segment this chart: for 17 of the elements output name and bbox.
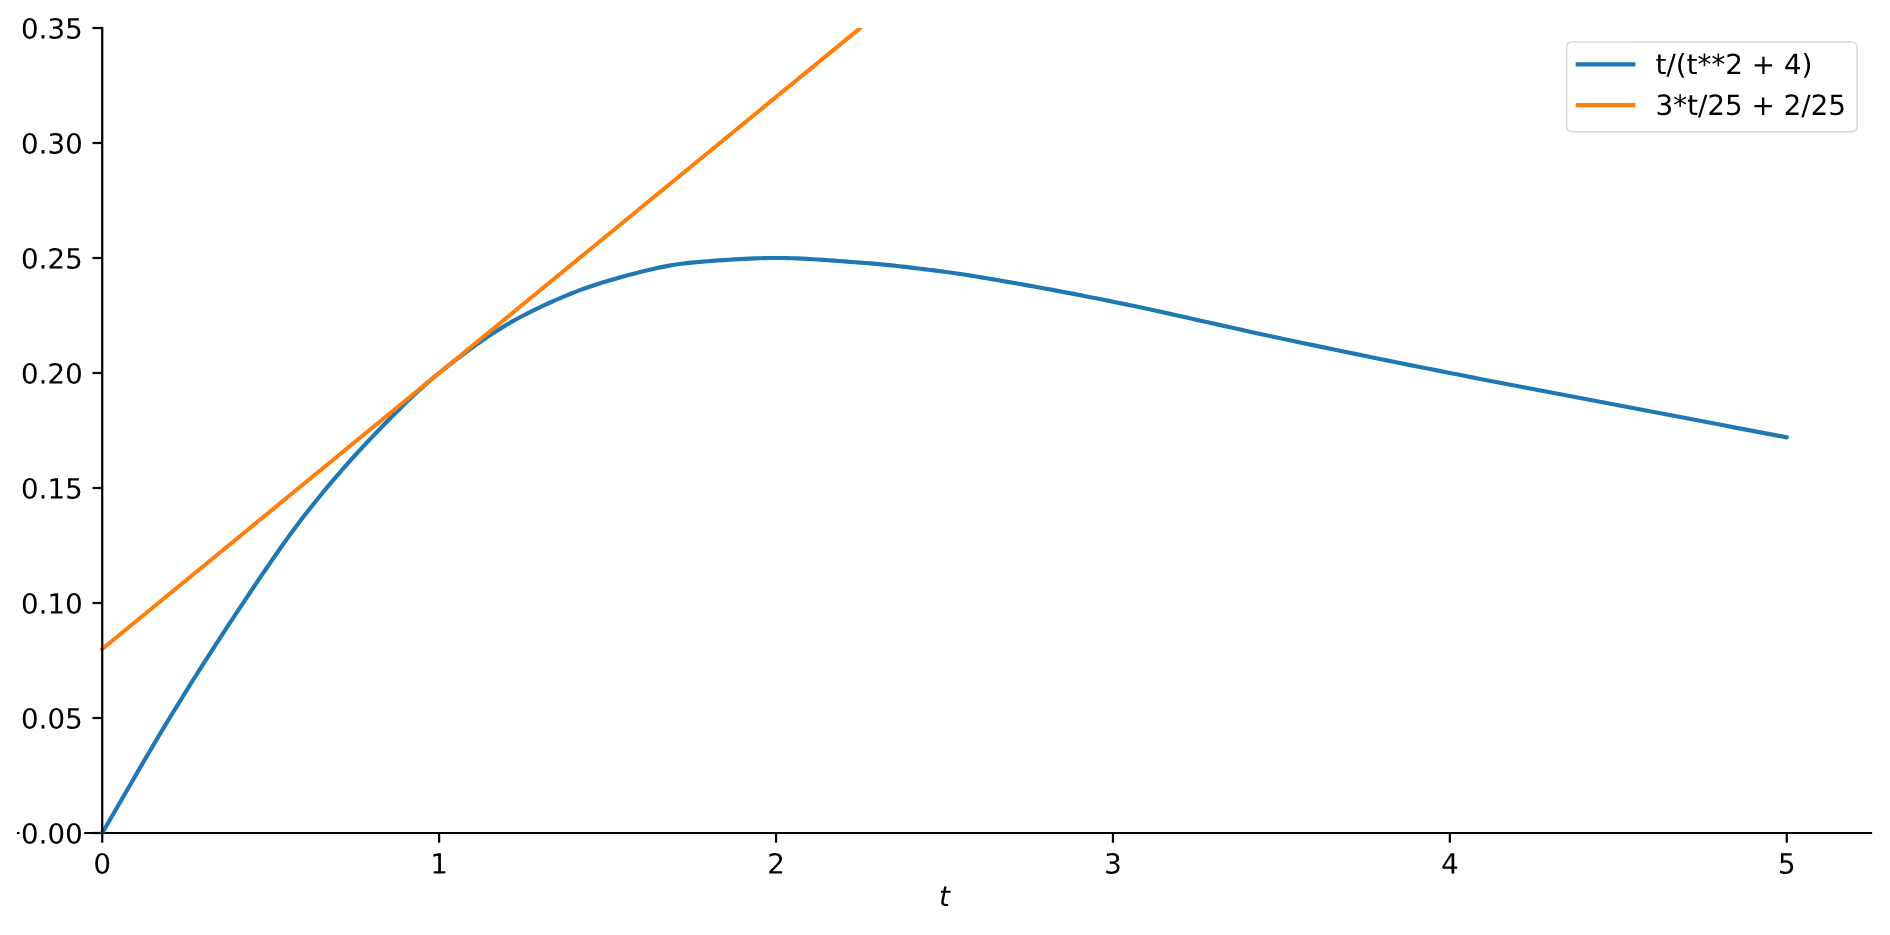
x-tick-label: 1 xyxy=(433,853,446,874)
y-tick-label: 0.15 xyxy=(22,477,81,499)
x-tick-label: 5 xyxy=(1780,853,1794,874)
x-axis-title: t xyxy=(940,886,951,906)
x-tick-label: 2 xyxy=(769,852,783,874)
legend-label: 3*t/25 + 2/25 xyxy=(1657,94,1844,118)
y-tick-label: 0.30 xyxy=(22,132,81,154)
x-tick-label: 4 xyxy=(1442,853,1458,874)
x-tick-label: 0 xyxy=(95,852,110,874)
x-tick-label: 3 xyxy=(1106,852,1120,874)
y-tick-label: 0.35 xyxy=(22,17,81,39)
y-tick-label: 0.10 xyxy=(22,592,81,614)
y-tick-label: 0.25 xyxy=(22,247,81,269)
y-tick-label: 0.00 xyxy=(22,822,81,844)
legend-label: t/(t**2 + 4) xyxy=(1656,53,1811,78)
y-tick-label: 0.05 xyxy=(22,707,81,729)
y-tick-label: 0.20 xyxy=(22,362,81,384)
